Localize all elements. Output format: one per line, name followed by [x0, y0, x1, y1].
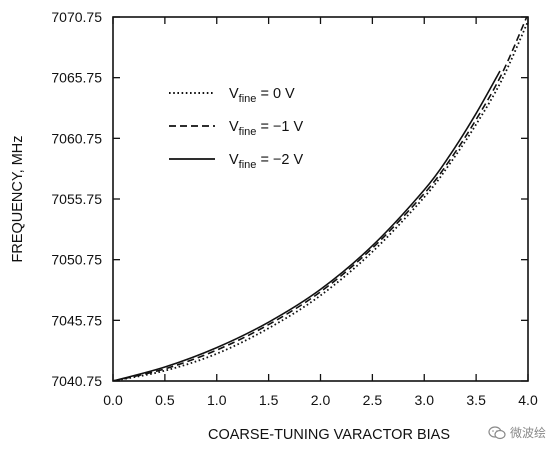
- y-axis-ticks: 7040.75 7045.75 7050.75 7055.75 7060.75 7065.…: [51, 9, 528, 389]
- legend-label-main: V: [229, 119, 239, 135]
- x-tick-label: 3.0: [415, 392, 435, 408]
- watermark: 微波绘: [488, 424, 546, 441]
- x-tick-label: 1.5: [259, 392, 279, 408]
- legend-label-value: = −1 V: [256, 119, 303, 135]
- series-line-dotted: [113, 20, 528, 381]
- x-tick-label: 1.0: [207, 392, 227, 408]
- series-layer: [113, 17, 528, 381]
- x-tick-label: 2.0: [311, 392, 331, 408]
- series-line-solid: [113, 70, 501, 381]
- legend-label: Vfine = −2 V: [229, 152, 304, 171]
- y-tick-label: 7065.75: [51, 70, 102, 86]
- legend-label-subscript: fine: [239, 159, 257, 171]
- plot-frame: [112, 16, 529, 382]
- y-tick-label: 7050.75: [51, 252, 102, 268]
- legend-label-subscript: fine: [239, 126, 257, 138]
- y-axis-title: FREQUENCY, MHz: [10, 135, 26, 262]
- x-tick-label: 0.5: [155, 392, 175, 408]
- y-tick-label: 7060.75: [51, 130, 102, 146]
- wechat-icon: [488, 425, 506, 439]
- series-line-dashed: [113, 17, 528, 381]
- legend-label-main: V: [229, 152, 239, 168]
- legend-label: Vfine = −1 V: [229, 119, 304, 138]
- x-tick-label: 0.0: [103, 392, 123, 408]
- legend-label-value: = 0 V: [256, 86, 295, 102]
- x-axis-ticks: 0.0 0.5 1.0 1.5 2.0 2.5 3.0 3.5 4.0: [103, 17, 538, 408]
- x-tick-label: 3.5: [466, 392, 486, 408]
- legend-label-main: V: [229, 86, 239, 102]
- series-lines: [113, 17, 528, 381]
- legend-label-value: = −2 V: [256, 152, 303, 168]
- y-tick-label: 7070.75: [51, 9, 102, 25]
- legend-label-subscript: fine: [239, 93, 257, 105]
- x-tick-label: 2.5: [363, 392, 383, 408]
- legend-label: Vfine = 0 V: [229, 86, 295, 105]
- y-tick-label: 7045.75: [51, 312, 102, 328]
- y-tick-label: 7040.75: [51, 373, 102, 389]
- watermark-text: 微波绘: [509, 426, 546, 440]
- y-tick-label: 7055.75: [51, 191, 102, 207]
- x-tick-label: 4.0: [518, 392, 538, 408]
- x-axis-title: COARSE-TUNING VARACTOR BIAS: [208, 427, 450, 443]
